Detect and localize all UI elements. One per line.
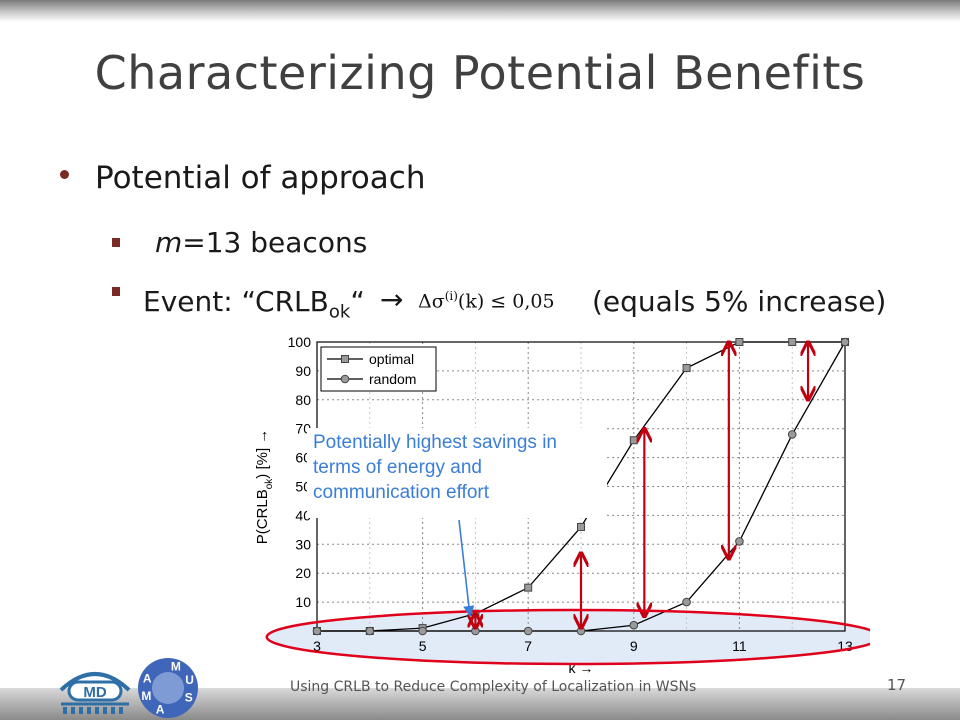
data-point-optimal <box>788 338 797 346</box>
y-axis-label-rest: ) [%] → <box>254 429 271 479</box>
footer-text: Using CRLB to Reduce Complexity of Local… <box>290 679 697 695</box>
slide-title: Characterizing Potential Benefits <box>94 46 866 100</box>
y-tick-label: 90 <box>295 363 311 379</box>
legend-label: random <box>369 371 416 387</box>
musama-letter: A <box>156 703 165 717</box>
data-point-random <box>471 626 480 636</box>
legend-label: optimal <box>369 351 414 367</box>
bullet-text: Potential of approach <box>95 160 426 196</box>
highlight-ellipse-outline <box>265 608 870 666</box>
x-tick-label: 11 <box>732 638 747 654</box>
musama-letter: U <box>185 673 194 687</box>
event-close: “ <box>350 285 365 318</box>
y-axis-label-main: P(CRLB <box>254 489 271 544</box>
x-tick-label: 7 <box>524 638 532 654</box>
y-axis-label: P(CRLBok) [%] → <box>254 429 275 545</box>
data-point-random <box>787 430 797 439</box>
y-tick-label: 30 <box>295 536 311 552</box>
md-logo-text: MD <box>83 684 106 701</box>
implies-arrow-icon: → <box>380 283 404 316</box>
formula-sup: (i) <box>444 289 458 303</box>
formula-main: Δσ <box>418 290 445 313</box>
data-point-random <box>682 597 691 607</box>
data-point-optimal <box>735 338 744 346</box>
event-subscript: ok <box>328 301 351 323</box>
musama-letter: M <box>141 689 151 703</box>
data-point-optimal <box>682 364 691 373</box>
sub-bullet-beacons: m=13 beacons <box>155 226 367 259</box>
sub-bullet-rest: =13 beacons <box>182 226 368 259</box>
data-point-random <box>365 626 375 636</box>
formula-rest: (k) ≤ 0,05 <box>457 290 555 313</box>
y-axis-label-subscript: ok <box>264 478 275 490</box>
legend-marker <box>340 374 350 384</box>
legend: optimal random <box>320 346 437 392</box>
sub-bullet-event: Event: “CRLBok“ <box>143 285 365 323</box>
data-point-optimal <box>629 436 638 445</box>
y-tick-label: 10 <box>295 594 311 610</box>
x-tick-label: 3 <box>313 638 321 654</box>
highlight-ellipse-fill <box>266 610 870 664</box>
event-prefix: Event: “CRLB <box>143 285 329 318</box>
square-bullet-icon <box>112 287 120 296</box>
y-tick-label: 80 <box>295 392 311 408</box>
data-point-random <box>840 337 850 347</box>
data-point-random <box>576 626 586 636</box>
data-point-random <box>735 537 744 546</box>
y-tick-label: 20 <box>295 565 311 581</box>
data-point-random <box>629 620 639 630</box>
musama-letter: S <box>185 691 193 705</box>
md-logo-icon: MD <box>59 672 131 714</box>
chart: 10 20 30 40 50 60 70 80 90 100 3 5 7 9 11 13 k → P(CRLBok… <box>245 325 870 677</box>
musama-letter: A <box>143 671 152 685</box>
page-number: 17 <box>887 676 907 694</box>
legend-box <box>320 346 437 392</box>
formula: Δσ(i)(k) ≤ 0,05 <box>418 289 555 312</box>
data-point-random <box>312 626 322 636</box>
data-point-random <box>523 626 533 636</box>
x-axis-label: k → <box>569 660 594 676</box>
data-point-optimal <box>577 522 585 531</box>
x-tick-label: 9 <box>630 638 638 654</box>
top-shade <box>0 0 960 22</box>
data-point-optimal <box>524 583 533 592</box>
callout-box: Potentially highest savings in terms of … <box>307 428 607 518</box>
callout-pointer-arrow <box>458 519 475 618</box>
x-tick-label: 5 <box>419 638 427 654</box>
sub-bullet-var: m <box>155 226 183 259</box>
legend-marker <box>341 355 349 363</box>
y-tick-label: 100 <box>288 334 312 350</box>
musama-letter: M <box>171 659 181 673</box>
event-suffix: (equals 5% increase) <box>592 285 887 318</box>
bullet-dot-icon <box>60 170 69 179</box>
data-point-random <box>418 626 427 636</box>
square-bullet-icon <box>112 238 120 247</box>
